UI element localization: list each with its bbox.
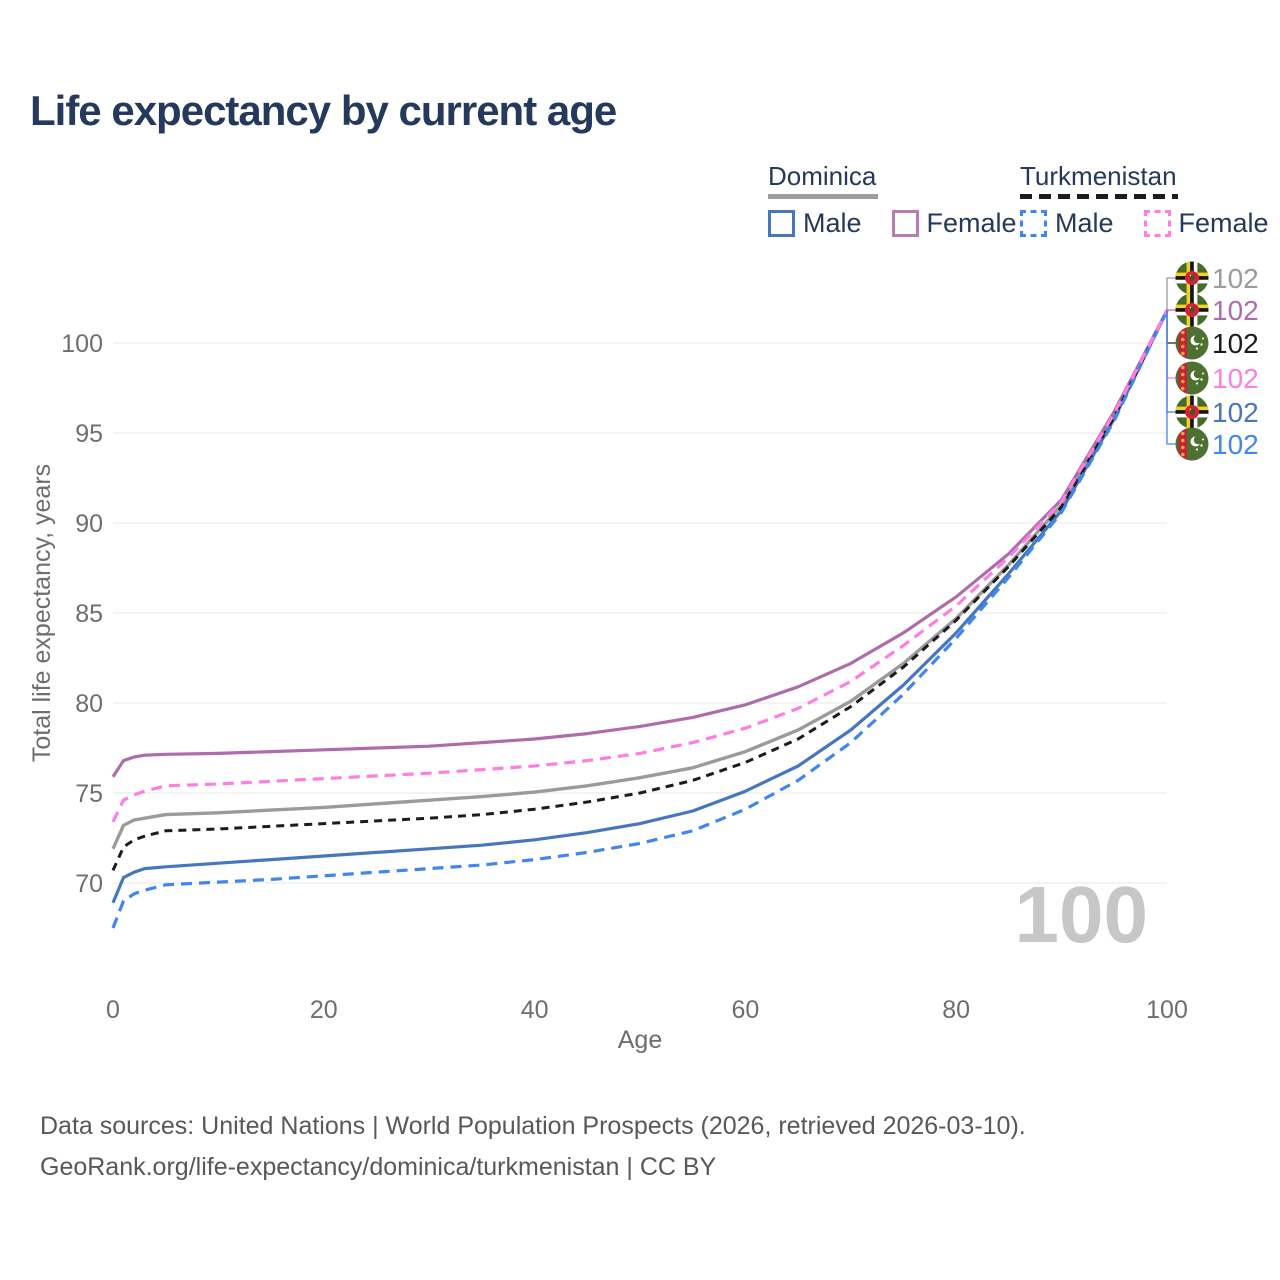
footer: Data sources: United Nations | World Pop… [40, 1106, 1026, 1188]
y-tick-75: 75 [75, 780, 103, 808]
leader-line-turkmenistan-male [1166, 310, 1176, 445]
x-tick-100: 100 [1146, 996, 1188, 1024]
y-tick-80: 80 [75, 690, 103, 718]
y-tick-85: 85 [75, 600, 103, 628]
end-value-dominica-male: 102 [1212, 397, 1259, 428]
chart-title: Life expectancy by current age [30, 87, 617, 134]
end-value-dominica-female: 102 [1212, 295, 1259, 326]
y-tick-70: 70 [75, 870, 103, 898]
x-axis-tick-labels: 0 20 40 60 80 100 [106, 996, 1188, 1024]
y-tick-95: 95 [75, 420, 103, 448]
leader-line-dominica-female [1166, 309, 1176, 311]
legend-label-dominica-male[interactable]: Male [803, 207, 862, 238]
series-lines [111, 309, 1169, 929]
series-line-dominica-male[interactable] [111, 309, 1169, 904]
legend-row-turkmenistan: Male Female [1020, 208, 1280, 239]
data-sources-text: Data sources: United Nations | World Pop… [40, 1112, 1026, 1140]
y-tick-90: 90 [75, 510, 103, 538]
legend-swatch-turkmenistan-female[interactable] [1143, 209, 1171, 237]
end-value-turkmenistan-total: 102 [1212, 328, 1259, 359]
y-axis-tick-labels: 70 75 80 85 90 95 100 [61, 330, 103, 898]
series-line-turkmenistan-male[interactable] [111, 309, 1169, 929]
end-label-leader-lines [1166, 277, 1176, 445]
gridlines [113, 342, 1167, 884]
x-tick-40: 40 [521, 996, 549, 1024]
series-line-dominica-female[interactable] [111, 309, 1169, 778]
legend-rule-turkmenistan-dashed [1020, 193, 1178, 199]
turkmenistan-flag-icon [1175, 361, 1209, 395]
legend-row-dominica: Male Female [768, 208, 1047, 239]
x-tick-20: 20 [310, 996, 338, 1024]
dominica-flag-icon [1175, 395, 1209, 429]
series-line-dominica-total[interactable] [111, 309, 1169, 850]
leader-line-dominica-total [1166, 277, 1176, 311]
legend-rule-dominica-solid [768, 193, 878, 199]
legend-swatch-dominica-female[interactable] [891, 209, 919, 237]
y-axis-title: Total life expectancy, years [28, 464, 56, 762]
leader-line-dominica-male [1166, 310, 1176, 413]
legend-country-dominica[interactable]: Dominica [768, 161, 877, 191]
dominica-flag-icon [1175, 293, 1209, 327]
legend-group-dominica: Dominica Male Female [768, 162, 1047, 239]
legend-swatch-turkmenistan-male[interactable] [1020, 209, 1047, 237]
x-axis-title: Age [618, 1026, 662, 1054]
end-value-turkmenistan-male: 102 [1212, 429, 1259, 460]
x-tick-60: 60 [731, 996, 759, 1024]
end-value-turkmenistan-female: 102 [1212, 363, 1259, 394]
series-line-turkmenistan-total[interactable] [111, 309, 1169, 872]
turkmenistan-flag-icon [1175, 326, 1209, 360]
attribution-text: GeoRank.org/life-expectancy/dominica/tur… [40, 1153, 717, 1181]
end-value-dominica-total: 102 [1212, 263, 1259, 294]
turkmenistan-flag-icon [1175, 427, 1209, 461]
legend-label-dominica-female[interactable]: Female [926, 207, 1017, 238]
x-tick-80: 80 [942, 996, 970, 1024]
legend-label-turkmenistan-female[interactable]: Female [1178, 207, 1269, 238]
legend-label-turkmenistan-male[interactable]: Male [1055, 207, 1114, 238]
series-line-turkmenistan-female[interactable] [111, 309, 1169, 823]
age-watermark: 100 [1015, 870, 1148, 959]
leader-line-turkmenistan-total [1166, 310, 1176, 344]
y-tick-100: 100 [61, 330, 103, 358]
x-tick-0: 0 [106, 996, 120, 1024]
dominica-flag-icon [1175, 261, 1209, 295]
leader-line-turkmenistan-female [1166, 310, 1176, 379]
legend-swatch-dominica-male[interactable] [768, 209, 795, 237]
legend-country-turkmenistan[interactable]: Turkmenistan [1020, 161, 1177, 191]
legend-group-turkmenistan: Turkmenistan Male Female [1020, 162, 1280, 239]
